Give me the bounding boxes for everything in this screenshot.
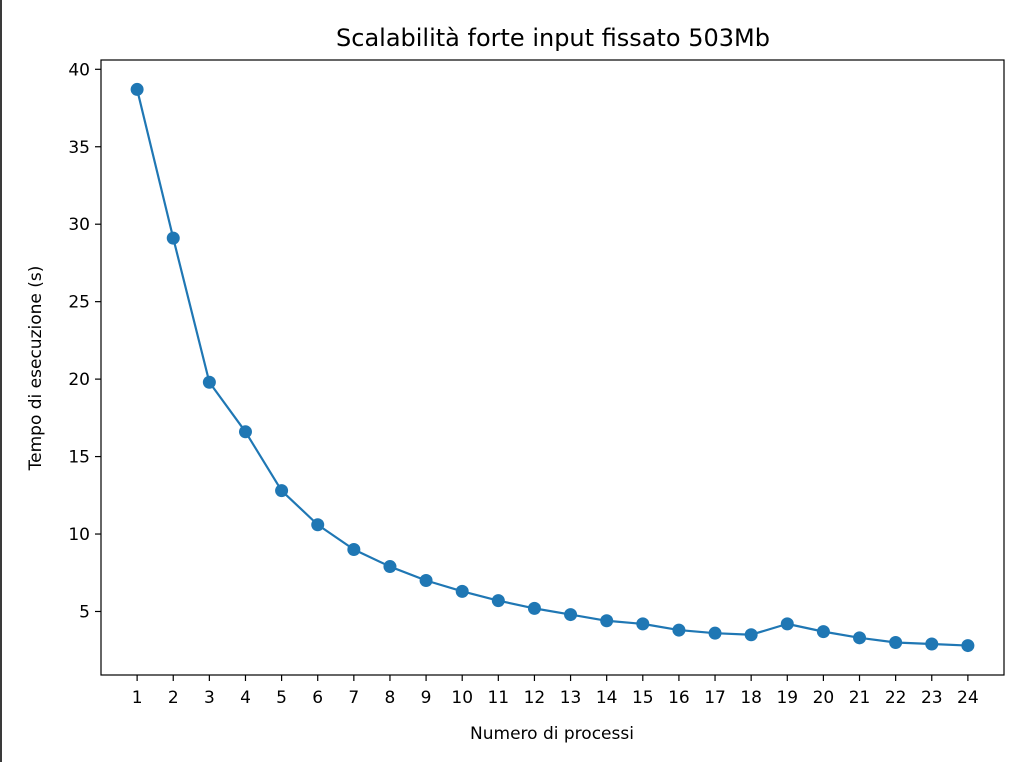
data-point [491,594,505,608]
x-tick-label: 3 [204,688,215,708]
x-tick-label: 24 [957,688,979,708]
x-tick-label: 12 [524,688,546,708]
plot-frame [100,59,1005,676]
data-point [672,623,686,637]
data-point [455,584,469,598]
data-point [564,608,578,622]
x-tick-label: 9 [421,688,432,708]
x-tick-label: 6 [312,688,323,708]
x-tick-label: 15 [632,688,654,708]
y-tick-label: 40 [68,60,90,80]
data-point [636,617,650,631]
y-tick-label: 25 [68,293,90,313]
y-tick-label: 15 [68,448,90,468]
x-tick-label: 7 [348,688,359,708]
x-tick-label: 10 [451,688,473,708]
x-tick-label: 18 [740,688,762,708]
x-tick-label: 4 [240,688,251,708]
y-tick-label: 20 [68,370,90,390]
data-point [780,617,794,631]
x-tick-label: 2 [168,688,179,708]
data-point [347,543,361,557]
data-point [853,631,867,645]
data-point [744,628,758,642]
data-point [202,375,216,389]
data-point [275,484,289,498]
x-tick-label: 1 [132,688,143,708]
data-point [130,82,144,96]
x-tick-label: 22 [885,688,907,708]
data-point [816,625,830,639]
x-tick-label: 17 [704,688,726,708]
y-axis: 5 10 15 20 25 30 35 40 [68,60,101,622]
x-tick-label: 5 [276,688,287,708]
y-axis-label: Tempo di esecuzione (s) [26,266,46,472]
chart-title: Scalabilità forte input fissato 503Mb [336,24,770,52]
y-tick-label: 30 [68,215,90,235]
x-tick-label: 20 [813,688,835,708]
x-tick-label: 23 [921,688,943,708]
x-axis: 1 2 3 4 5 6 7 8 9 10 11 12 13 14 15 16 17 18 19 20 21 22 23 24 [132,675,979,708]
series-line [136,89,968,647]
x-tick-label: 16 [668,688,690,708]
data-point [238,425,252,439]
x-tick-label: 11 [487,688,509,708]
data-point [166,231,180,245]
y-tick-label: 10 [68,525,90,545]
x-tick-label: 19 [776,688,798,708]
data-point [383,560,397,574]
data-point [600,614,614,628]
data-point [961,639,975,653]
data-point [419,574,433,588]
series-group [130,82,975,653]
x-tick-label: 21 [849,688,871,708]
window-edge [0,0,2,762]
x-tick-label: 14 [596,688,618,708]
x-tick-label: 13 [560,688,582,708]
x-tick-label: 8 [385,688,396,708]
data-point [889,635,903,649]
data-point [527,601,541,615]
y-tick-label: 5 [79,602,90,622]
data-point [708,626,722,640]
x-axis-label: Numero di processi [470,724,634,744]
y-tick-label: 35 [68,138,90,158]
data-point [311,518,325,532]
data-point [925,637,939,651]
